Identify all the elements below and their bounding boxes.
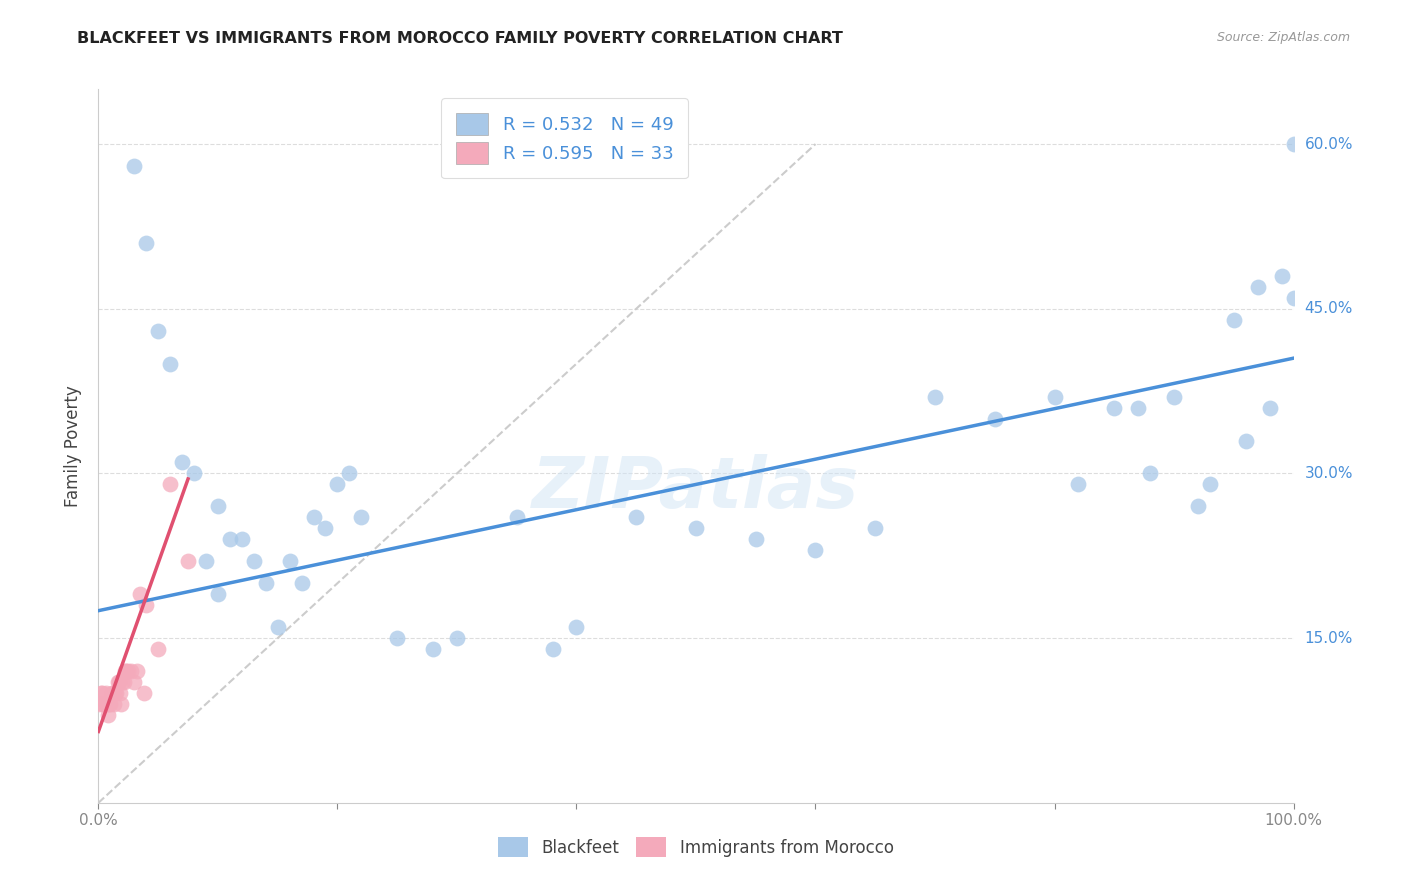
Point xyxy=(96,697,118,711)
Point xyxy=(1199,477,1222,491)
Point xyxy=(207,500,229,514)
Point xyxy=(107,675,129,690)
Point xyxy=(89,697,111,711)
Point xyxy=(302,510,325,524)
Point xyxy=(446,631,468,645)
Point xyxy=(135,598,157,612)
Point xyxy=(1282,137,1305,152)
Point xyxy=(984,411,1007,425)
Point xyxy=(1104,401,1126,415)
Point xyxy=(278,554,301,568)
Point xyxy=(219,533,242,547)
Point xyxy=(267,620,290,634)
Point xyxy=(626,510,648,524)
Point xyxy=(125,664,148,678)
Point xyxy=(565,620,588,634)
Point xyxy=(291,576,314,591)
Point xyxy=(159,477,181,491)
Point xyxy=(107,675,129,690)
Point xyxy=(254,576,277,591)
Point xyxy=(315,521,337,535)
Point xyxy=(135,235,157,250)
Point xyxy=(385,631,409,645)
Point xyxy=(1043,390,1066,404)
Point xyxy=(183,467,205,481)
Text: BLACKFEET VS IMMIGRANTS FROM MOROCCO FAMILY POVERTY CORRELATION CHART: BLACKFEET VS IMMIGRANTS FROM MOROCCO FAM… xyxy=(77,31,844,46)
Point xyxy=(1258,401,1281,415)
Point xyxy=(124,159,146,173)
Point xyxy=(117,664,139,678)
Point xyxy=(207,587,229,601)
Legend: Blackfeet, Immigrants from Morocco: Blackfeet, Immigrants from Morocco xyxy=(491,829,901,866)
Point xyxy=(148,642,170,657)
Point xyxy=(1247,280,1270,294)
Point xyxy=(231,533,253,547)
Point xyxy=(339,467,361,481)
Point xyxy=(98,697,121,711)
Point xyxy=(685,521,707,535)
Point xyxy=(98,697,122,711)
Point xyxy=(745,533,768,547)
Point xyxy=(91,686,114,700)
Text: ZIPatlas: ZIPatlas xyxy=(533,454,859,524)
Point xyxy=(1067,477,1090,491)
Point xyxy=(506,510,529,524)
Point xyxy=(112,675,135,690)
Point xyxy=(124,675,146,690)
Point xyxy=(97,708,120,723)
Point xyxy=(94,686,117,700)
Point xyxy=(422,642,444,657)
Point xyxy=(129,587,152,601)
Point xyxy=(350,510,373,524)
Text: 30.0%: 30.0% xyxy=(1305,466,1353,481)
Point xyxy=(804,543,827,558)
Point xyxy=(1128,401,1150,415)
Point xyxy=(101,686,124,700)
Point xyxy=(1163,390,1185,404)
Point xyxy=(172,455,194,469)
Point xyxy=(1282,291,1305,305)
Point xyxy=(108,686,131,700)
Point xyxy=(100,686,122,700)
Point xyxy=(1271,268,1294,283)
Text: 15.0%: 15.0% xyxy=(1305,631,1353,646)
Point xyxy=(91,697,114,711)
Point xyxy=(120,664,142,678)
Point xyxy=(1223,312,1246,326)
Point xyxy=(110,697,132,711)
Text: Source: ZipAtlas.com: Source: ZipAtlas.com xyxy=(1216,31,1350,45)
Point xyxy=(115,664,138,678)
Point xyxy=(195,554,218,568)
Point xyxy=(104,686,127,700)
Point xyxy=(111,675,134,690)
Point xyxy=(114,664,136,678)
Point xyxy=(865,521,887,535)
Point xyxy=(541,642,564,657)
Point xyxy=(132,686,155,700)
Point xyxy=(90,686,112,700)
Y-axis label: Family Poverty: Family Poverty xyxy=(65,385,83,507)
Text: 45.0%: 45.0% xyxy=(1305,301,1353,317)
Point xyxy=(1234,434,1257,448)
Point xyxy=(1187,500,1209,514)
Point xyxy=(148,324,170,338)
Point xyxy=(1139,467,1161,481)
Point xyxy=(105,686,128,700)
Point xyxy=(177,554,200,568)
Point xyxy=(159,357,181,371)
Point xyxy=(103,697,125,711)
Point xyxy=(326,477,349,491)
Point xyxy=(924,390,946,404)
Text: 60.0%: 60.0% xyxy=(1305,136,1353,152)
Point xyxy=(243,554,266,568)
Point xyxy=(93,697,115,711)
